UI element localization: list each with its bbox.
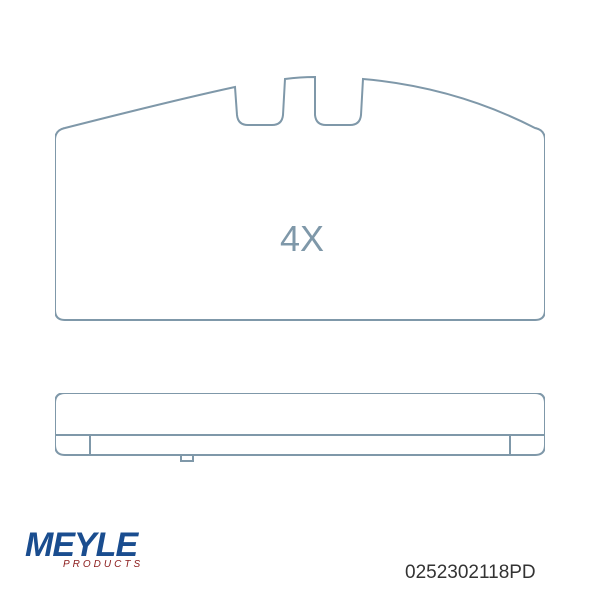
logo-sub-text: PRODUCTS	[63, 559, 143, 570]
brake-pad-outline	[55, 77, 545, 320]
wear-indicator-notch	[181, 455, 193, 461]
brake-pad-front-view	[55, 75, 545, 330]
part-number: 0252302118PD	[405, 562, 536, 584]
backing-plate	[55, 393, 545, 455]
logo-main-text: MEYLE	[25, 530, 137, 561]
diagram-canvas: 4X MEYLE PRODUCTS 0252302118PD	[0, 0, 600, 600]
brand-logo: MEYLE PRODUCTS	[25, 530, 143, 570]
brake-pad-side-view	[55, 393, 545, 463]
quantity-label: 4X	[280, 218, 324, 260]
